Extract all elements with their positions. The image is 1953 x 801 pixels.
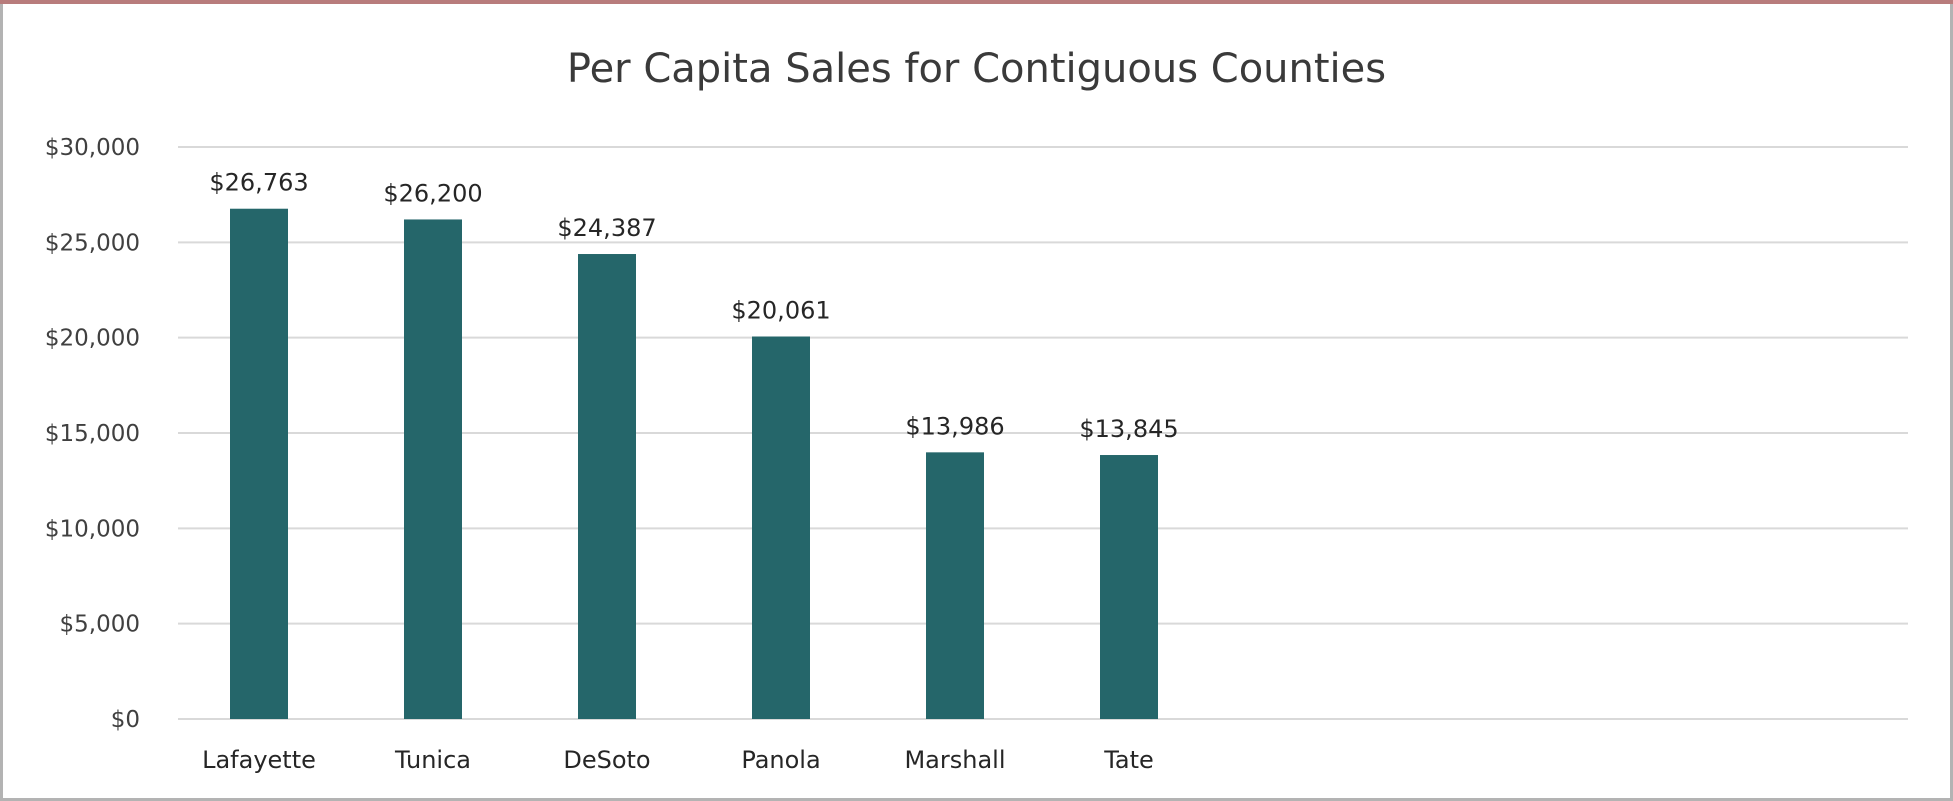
y-tick-label: $5,000 (60, 612, 140, 638)
category-label: Marshall (904, 746, 1005, 774)
gridlines (178, 146, 1908, 720)
y-tick-label: $20,000 (45, 326, 140, 352)
y-tick-label: $15,000 (45, 421, 140, 447)
y-tick-label: $30,000 (45, 135, 140, 161)
x-axis-category-labels: Lafayette Tunica DeSoto Panola Marshall Tate (202, 746, 1154, 774)
top-border-accent (0, 0, 1953, 4)
category-label: Panola (741, 746, 820, 774)
data-label: $20,061 (731, 297, 830, 325)
data-label: $26,200 (383, 179, 482, 207)
y-axis-tick-labels: $0 $5,000 $10,000 $15,000 $20,000 $25,000 $30,… (45, 135, 140, 733)
bars (230, 208, 1158, 720)
category-label: Tunica (394, 746, 471, 774)
bar (752, 336, 810, 719)
data-label: $26,763 (209, 169, 308, 197)
bar (578, 254, 636, 720)
bar (230, 208, 288, 719)
bar (404, 219, 462, 719)
category-label: DeSoto (563, 746, 650, 774)
bar (926, 452, 984, 719)
data-labels: $26,763 $26,200 $24,387 $20,061 $13,986 $13,8… (209, 169, 1178, 443)
bar (1100, 455, 1158, 719)
data-label: $13,845 (1079, 415, 1178, 443)
y-tick-label: $25,000 (45, 230, 140, 256)
chart-title: Per Capita Sales for Contiguous Counties (566, 46, 1387, 92)
y-tick-label: $0 (111, 707, 140, 733)
y-tick-label: $10,000 (45, 516, 140, 542)
category-label: Lafayette (202, 746, 316, 774)
category-label: Tate (1103, 746, 1154, 774)
data-label: $24,387 (557, 214, 656, 242)
data-label: $13,986 (905, 412, 1004, 440)
